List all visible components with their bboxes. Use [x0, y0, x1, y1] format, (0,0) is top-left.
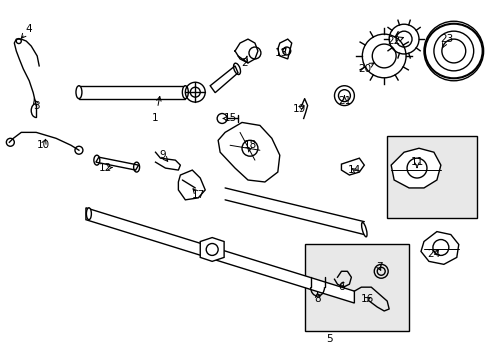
Text: 2: 2: [241, 58, 248, 68]
Polygon shape: [341, 158, 364, 175]
Polygon shape: [200, 238, 224, 261]
Text: 9: 9: [159, 150, 165, 160]
Text: 5: 5: [325, 334, 332, 344]
Text: 14: 14: [347, 165, 360, 175]
Text: 24: 24: [427, 249, 440, 260]
Text: 19: 19: [292, 104, 305, 113]
Text: 22: 22: [386, 36, 400, 46]
Text: 21: 21: [337, 96, 350, 105]
Polygon shape: [96, 157, 138, 170]
Text: 10: 10: [37, 140, 50, 150]
Polygon shape: [420, 231, 458, 264]
Text: 3: 3: [33, 100, 40, 111]
Text: 8: 8: [314, 294, 320, 304]
Ellipse shape: [86, 208, 91, 220]
Text: 23: 23: [439, 34, 452, 44]
Text: 17: 17: [191, 190, 204, 200]
Text: 12: 12: [99, 163, 112, 173]
Text: 13: 13: [275, 48, 288, 58]
FancyBboxPatch shape: [386, 136, 476, 218]
Ellipse shape: [76, 86, 82, 99]
Text: 18: 18: [243, 140, 256, 150]
FancyBboxPatch shape: [304, 243, 408, 331]
Polygon shape: [86, 208, 354, 303]
Polygon shape: [79, 86, 185, 99]
Text: 20: 20: [357, 64, 370, 74]
Ellipse shape: [361, 222, 366, 237]
Polygon shape: [218, 122, 279, 182]
Text: 6: 6: [337, 282, 344, 292]
Text: 1: 1: [152, 113, 159, 123]
Polygon shape: [210, 66, 238, 93]
Text: 11: 11: [409, 157, 423, 167]
Polygon shape: [178, 170, 205, 200]
Polygon shape: [277, 39, 291, 59]
Polygon shape: [390, 148, 440, 188]
Ellipse shape: [182, 86, 188, 99]
Text: 7: 7: [375, 262, 382, 272]
Text: 16: 16: [360, 294, 373, 304]
Text: 15: 15: [223, 113, 236, 123]
Text: 4: 4: [26, 24, 33, 34]
